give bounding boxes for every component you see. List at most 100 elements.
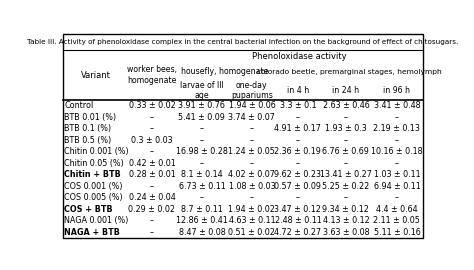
Text: Control: Control <box>64 101 94 110</box>
Text: COS 0.005 (%): COS 0.005 (%) <box>64 193 123 202</box>
Bar <box>229 169 275 181</box>
Bar <box>229 158 275 169</box>
Bar <box>275 215 321 227</box>
Text: 0.33 ± 0.02: 0.33 ± 0.02 <box>128 101 175 110</box>
Text: colorado beetle, premarginal stages, hemolymph: colorado beetle, premarginal stages, hem… <box>256 69 441 75</box>
Text: 8.47 ± 0.08: 8.47 ± 0.08 <box>179 228 225 237</box>
Bar <box>321 181 371 192</box>
Text: in 96 h: in 96 h <box>383 86 410 95</box>
Bar <box>129 215 175 227</box>
Text: 0.57 ± 0.09: 0.57 ± 0.09 <box>274 182 321 191</box>
Text: 0.29 ± 0.02: 0.29 ± 0.02 <box>128 205 175 214</box>
Bar <box>371 181 423 192</box>
Bar <box>175 227 229 238</box>
Bar <box>321 100 371 112</box>
Bar <box>129 204 175 215</box>
Text: COS 0.001 (%): COS 0.001 (%) <box>64 182 123 191</box>
Text: 1.93 ± 0.3: 1.93 ± 0.3 <box>325 124 367 133</box>
Bar <box>175 112 229 123</box>
Bar <box>175 158 229 169</box>
Text: 3.3 ± 0.1: 3.3 ± 0.1 <box>280 101 316 110</box>
Bar <box>371 169 423 181</box>
Text: 9.34 ± 0.12: 9.34 ± 0.12 <box>322 205 369 214</box>
Bar <box>229 123 275 134</box>
Bar <box>371 204 423 215</box>
Bar <box>175 123 229 134</box>
Text: 1.94 ± 0.06: 1.94 ± 0.06 <box>228 101 275 110</box>
Bar <box>63 146 129 158</box>
Text: NAGA + BTB: NAGA + BTB <box>64 228 120 237</box>
Text: –: – <box>344 159 348 168</box>
Text: COS + BTB: COS + BTB <box>64 205 113 214</box>
Bar <box>63 158 129 169</box>
Bar <box>229 81 275 100</box>
Text: –: – <box>395 193 399 202</box>
Text: 4.13 ± 0.12: 4.13 ± 0.12 <box>322 217 369 225</box>
Text: worker bees,
homogenate: worker bees, homogenate <box>127 65 177 85</box>
Text: –: – <box>296 113 300 122</box>
Text: –: – <box>150 217 154 225</box>
Text: –: – <box>150 124 154 133</box>
Text: –: – <box>200 193 204 202</box>
Text: –: – <box>200 124 204 133</box>
Bar <box>321 215 371 227</box>
Bar <box>229 204 275 215</box>
Bar <box>175 181 229 192</box>
Text: in 24 h: in 24 h <box>332 86 359 95</box>
Text: 4.02 ± 0.07: 4.02 ± 0.07 <box>228 170 275 179</box>
Text: 9.62 ± 0.23: 9.62 ± 0.23 <box>274 170 321 179</box>
Text: 13.41 ± 0.27: 13.41 ± 0.27 <box>320 170 372 179</box>
Text: Chitin 0.05 (%): Chitin 0.05 (%) <box>64 159 124 168</box>
Text: –: – <box>200 159 204 168</box>
Text: –: – <box>296 159 300 168</box>
Bar <box>175 134 229 146</box>
Bar <box>275 158 321 169</box>
Text: 3.47 ± 0.12: 3.47 ± 0.12 <box>274 205 321 214</box>
Bar <box>371 123 423 134</box>
Bar <box>371 227 423 238</box>
Bar <box>275 146 321 158</box>
Text: 3.91 ± 0.76: 3.91 ± 0.76 <box>179 101 225 110</box>
Text: Phenoloxidase activity: Phenoloxidase activity <box>252 52 346 61</box>
Bar <box>321 134 371 146</box>
Bar <box>129 169 175 181</box>
Text: –: – <box>250 159 254 168</box>
Bar <box>175 50 423 63</box>
Text: 6.73 ± 0.11: 6.73 ± 0.11 <box>179 182 225 191</box>
Text: –: – <box>395 159 399 168</box>
Bar <box>321 227 371 238</box>
Bar <box>229 146 275 158</box>
Bar <box>175 100 229 112</box>
Text: 6.94 ± 0.11: 6.94 ± 0.11 <box>374 182 420 191</box>
Bar <box>63 100 129 112</box>
Bar <box>371 100 423 112</box>
Text: –: – <box>150 182 154 191</box>
Bar <box>129 123 175 134</box>
Text: housefly, homogenate: housefly, homogenate <box>181 68 269 76</box>
Text: 0.28 ± 0.01: 0.28 ± 0.01 <box>128 170 175 179</box>
Text: 2.63 ± 0.46: 2.63 ± 0.46 <box>322 101 369 110</box>
Text: 4.91 ± 0.17: 4.91 ± 0.17 <box>274 124 321 133</box>
Text: –: – <box>296 136 300 145</box>
Bar <box>275 204 321 215</box>
Text: 0.51 ± 0.02: 0.51 ± 0.02 <box>228 228 275 237</box>
Bar <box>229 215 275 227</box>
Bar <box>63 134 129 146</box>
Bar <box>129 112 175 123</box>
Text: BTB 0.1 (%): BTB 0.1 (%) <box>64 124 111 133</box>
Bar <box>63 215 129 227</box>
Bar <box>129 192 175 204</box>
Text: 2.36 ± 0.19: 2.36 ± 0.19 <box>274 147 321 156</box>
Text: 4.4 ± 0.64: 4.4 ± 0.64 <box>376 205 418 214</box>
Bar <box>371 215 423 227</box>
Bar <box>321 169 371 181</box>
Bar <box>371 134 423 146</box>
Bar <box>129 227 175 238</box>
Bar <box>321 204 371 215</box>
Text: one-day
pupariums: one-day pupariums <box>231 81 273 100</box>
Text: –: – <box>395 136 399 145</box>
Text: 1.94 ± 0.02: 1.94 ± 0.02 <box>228 205 275 214</box>
Text: –: – <box>344 193 348 202</box>
Text: –: – <box>344 136 348 145</box>
Bar <box>321 81 371 100</box>
